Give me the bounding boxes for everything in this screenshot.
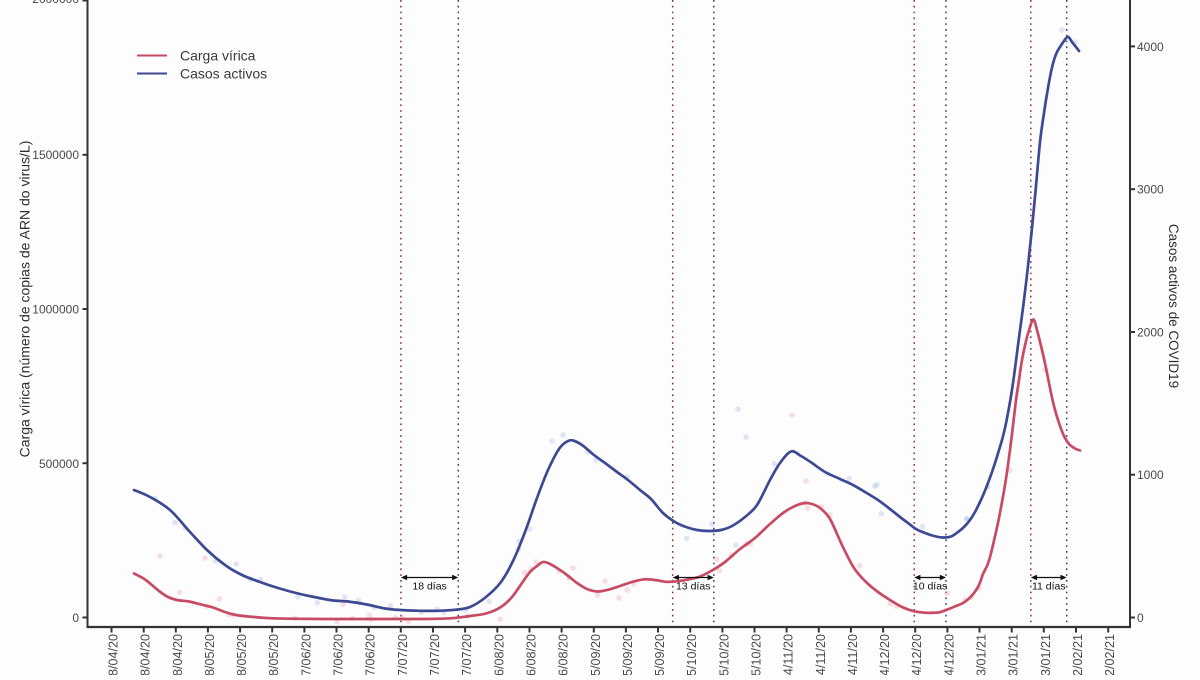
svg-text:11 días: 11 días [1032,581,1066,593]
svg-text:1000: 1000 [1137,468,1164,482]
svg-text:5/10/20: 5/10/20 [685,634,699,675]
svg-text:16/08/20: 16/08/20 [525,634,539,675]
svg-text:4000: 4000 [1137,40,1164,54]
svg-text:17/07/20: 17/07/20 [428,634,442,675]
svg-text:7/06/20: 7/06/20 [299,634,313,675]
svg-text:14/11/20: 14/11/20 [814,634,828,675]
svg-text:10 días: 10 días [913,581,947,593]
svg-text:1000000: 1000000 [32,303,79,317]
svg-text:23/01/21: 23/01/21 [1039,634,1053,675]
svg-text:4/12/20: 4/12/20 [878,634,892,675]
svg-text:27/06/20: 27/06/20 [364,634,378,675]
svg-text:24/12/20: 24/12/20 [942,634,956,675]
svg-text:2000: 2000 [1137,326,1164,340]
svg-text:Carga vírica: Carga vírica [180,48,256,64]
svg-text:1500000: 1500000 [32,148,79,162]
svg-text:Casos activos: Casos activos [180,66,267,82]
svg-text:5/09/20: 5/09/20 [589,634,603,675]
svg-text:15/10/20: 15/10/20 [717,634,731,675]
svg-text:25/10/20: 25/10/20 [750,634,764,675]
svg-text:8/04/20: 8/04/20 [107,634,121,675]
svg-text:13/01/21: 13/01/21 [1007,634,1021,675]
svg-text:0: 0 [1137,611,1144,625]
svg-text:15/09/20: 15/09/20 [621,634,635,675]
svg-text:24/11/20: 24/11/20 [846,634,860,675]
svg-text:18/05/20: 18/05/20 [235,634,249,675]
svg-text:26/08/20: 26/08/20 [557,634,571,675]
svg-text:17/06/20: 17/06/20 [332,634,346,675]
svg-text:2/02/21: 2/02/21 [1071,634,1085,675]
svg-text:28/05/20: 28/05/20 [267,634,281,675]
svg-text:28/04/20: 28/04/20 [171,634,185,675]
svg-text:7/07/20: 7/07/20 [396,634,410,675]
svg-text:8/05/20: 8/05/20 [203,634,217,675]
svg-text:18/04/20: 18/04/20 [139,634,153,675]
svg-text:6/08/20: 6/08/20 [492,634,506,675]
svg-text:Carga vírica (número de copias: Carga vírica (número de copias de ARN do… [17,141,33,458]
svg-text:14/12/20: 14/12/20 [910,634,924,675]
svg-text:13 días: 13 días [676,581,710,593]
svg-text:0: 0 [72,611,79,625]
svg-text:18 días: 18 días [412,581,446,593]
svg-text:Casos activos de COVID19: Casos activos de COVID19 [1166,224,1181,388]
svg-text:500000: 500000 [39,457,79,471]
svg-text:3000: 3000 [1137,183,1164,197]
svg-text:12/02/21: 12/02/21 [1103,634,1117,675]
svg-text:25/09/20: 25/09/20 [653,634,667,675]
svg-text:27/07/20: 27/07/20 [460,634,474,675]
svg-text:4/11/20: 4/11/20 [782,634,796,675]
svg-text:2000000: 2000000 [32,0,79,6]
svg-text:3/01/21: 3/01/21 [975,634,989,675]
